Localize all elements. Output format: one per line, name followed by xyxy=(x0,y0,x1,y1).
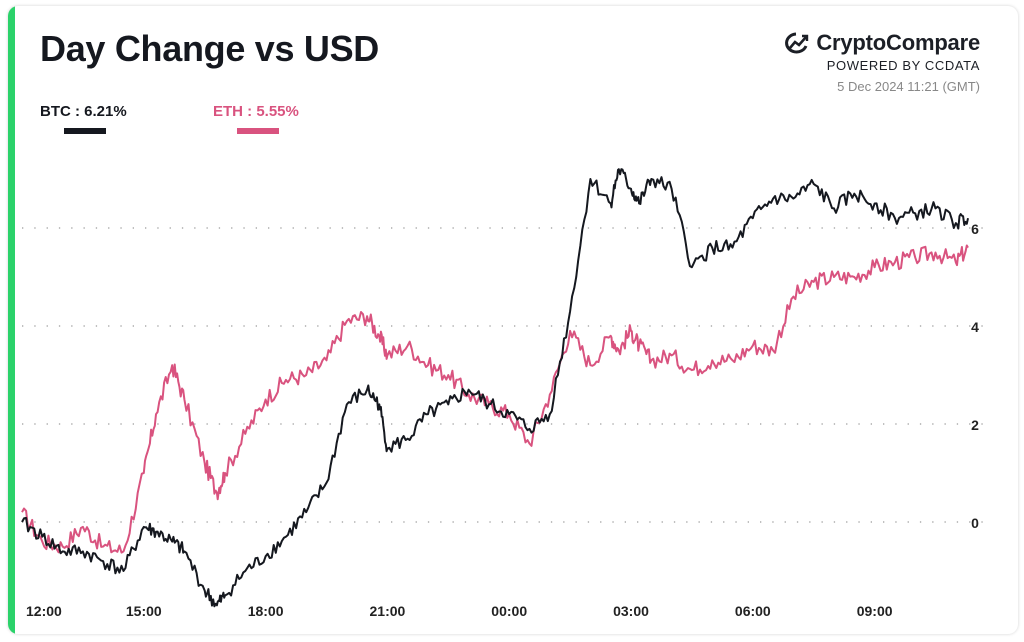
x-tick-label: 06:00 xyxy=(735,603,771,619)
cryptocompare-logo-icon xyxy=(785,32,809,54)
legend-swatch-eth xyxy=(237,128,279,134)
x-tick-label: 09:00 xyxy=(857,603,893,619)
accent-bar xyxy=(8,6,15,634)
y-tick-label: 2 xyxy=(971,417,979,433)
y-tick-label: 0 xyxy=(971,515,979,531)
x-tick-label: 21:00 xyxy=(370,603,406,619)
legend-item-btc[interactable]: BTC : 6.21% xyxy=(40,103,127,134)
legend-label-eth: ETH : 5.55% xyxy=(213,103,299,120)
x-tick-label: 03:00 xyxy=(613,603,649,619)
x-tick-label: 18:00 xyxy=(248,603,284,619)
brand-powered-by: POWERED BY CCDATA xyxy=(826,58,980,73)
legend-swatch-btc xyxy=(64,128,106,134)
series-line-btc xyxy=(21,168,969,608)
x-tick-label: 00:00 xyxy=(491,603,527,619)
series-line-eth xyxy=(21,244,969,554)
x-tick-label: 15:00 xyxy=(126,603,162,619)
x-tick-label: 12:00 xyxy=(26,603,62,619)
legend-item-eth[interactable]: ETH : 5.55% xyxy=(213,103,299,134)
y-tick-label: 6 xyxy=(971,221,979,237)
y-tick-label: 4 xyxy=(971,319,979,335)
brand-name: CryptoCompare xyxy=(816,30,980,55)
chart-card: Day Change vs USD BTC : 6.21% ETH : 5.55… xyxy=(8,6,1018,634)
chart-title: Day Change vs USD xyxy=(40,28,380,69)
line-chart: 0 2 4 6 12:00 15:00 18:00 21:00 00:00 03:00 06:00 0… xyxy=(21,168,993,619)
brand-timestamp: 5 Dec 2024 11:21 (GMT) xyxy=(837,79,980,94)
brand-block: CryptoCompare POWERED BY CCDATA 5 Dec 20… xyxy=(782,30,980,94)
legend-label-btc: BTC : 6.21% xyxy=(40,103,127,120)
